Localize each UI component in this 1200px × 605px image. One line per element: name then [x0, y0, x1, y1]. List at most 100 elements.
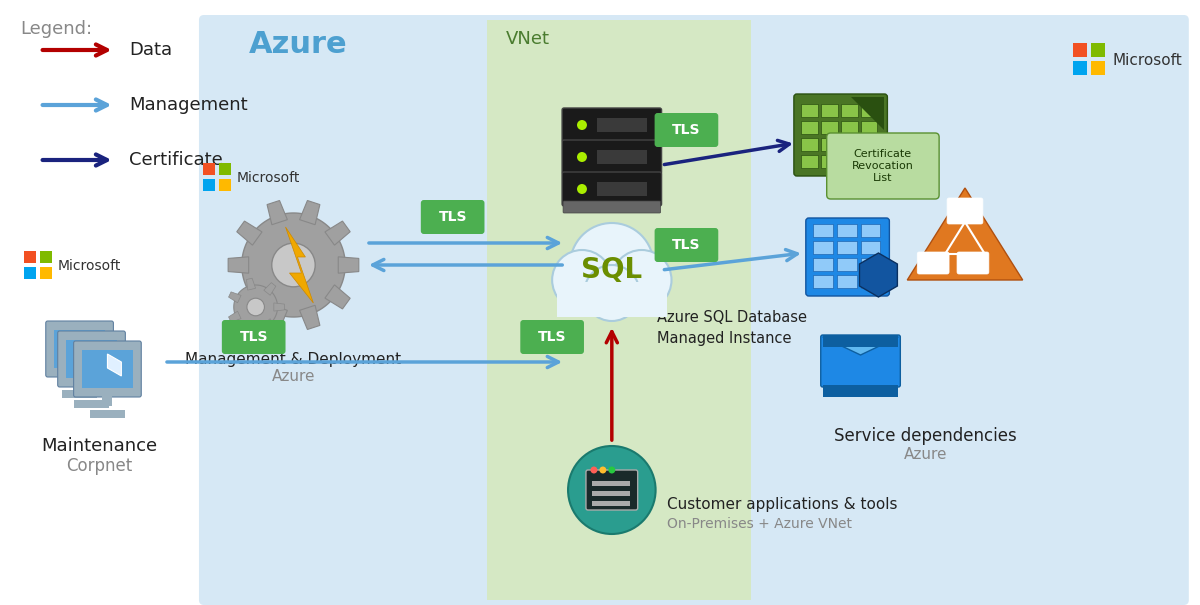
Text: TLS: TLS	[240, 330, 268, 344]
FancyBboxPatch shape	[222, 320, 286, 354]
Polygon shape	[274, 303, 284, 311]
Bar	[487, 20, 751, 600]
FancyBboxPatch shape	[521, 320, 584, 354]
Bar	[860, 104, 877, 117]
Bar	[40, 251, 52, 263]
Bar	[812, 275, 833, 288]
Bar	[836, 275, 857, 288]
Bar	[1091, 43, 1105, 57]
Bar	[800, 155, 817, 168]
Text: Management: Management	[130, 96, 248, 114]
Bar	[841, 104, 858, 117]
Bar	[596, 182, 647, 196]
Bar	[841, 155, 858, 168]
Circle shape	[552, 250, 612, 310]
Bar	[823, 335, 899, 347]
Polygon shape	[338, 257, 359, 273]
Circle shape	[608, 466, 616, 474]
Bar	[823, 385, 899, 397]
FancyBboxPatch shape	[562, 140, 661, 174]
Polygon shape	[108, 354, 121, 376]
Circle shape	[247, 298, 264, 316]
Circle shape	[568, 446, 655, 534]
Bar	[592, 481, 630, 486]
Bar	[218, 179, 230, 191]
Polygon shape	[79, 334, 94, 356]
Bar	[592, 491, 630, 496]
FancyBboxPatch shape	[199, 15, 1189, 605]
Bar	[592, 501, 630, 506]
Polygon shape	[228, 292, 241, 302]
Circle shape	[612, 250, 672, 310]
Polygon shape	[325, 285, 350, 309]
Circle shape	[599, 466, 606, 474]
Bar	[596, 150, 647, 164]
Bar	[812, 241, 833, 254]
Text: Service dependencies: Service dependencies	[834, 427, 1016, 445]
Bar	[1074, 43, 1087, 57]
FancyBboxPatch shape	[562, 108, 661, 142]
Text: TLS: TLS	[672, 238, 701, 252]
Text: Azure: Azure	[904, 447, 947, 462]
Bar	[821, 155, 838, 168]
Bar	[40, 267, 52, 279]
Bar	[61, 390, 97, 398]
Bar	[1091, 61, 1105, 75]
Bar	[24, 267, 36, 279]
FancyBboxPatch shape	[947, 198, 983, 224]
Text: Data: Data	[130, 41, 173, 59]
Polygon shape	[286, 227, 313, 303]
Bar	[90, 410, 125, 418]
FancyBboxPatch shape	[958, 252, 989, 274]
Bar	[1074, 61, 1087, 75]
FancyBboxPatch shape	[655, 113, 719, 147]
Polygon shape	[264, 283, 276, 295]
FancyBboxPatch shape	[73, 341, 142, 397]
Polygon shape	[907, 188, 1022, 280]
Bar	[54, 330, 106, 368]
Circle shape	[577, 120, 587, 130]
FancyBboxPatch shape	[794, 94, 887, 176]
FancyBboxPatch shape	[46, 321, 114, 377]
FancyBboxPatch shape	[58, 331, 125, 387]
Text: Microsoft: Microsoft	[236, 171, 300, 185]
Bar	[860, 224, 881, 237]
Bar	[860, 258, 881, 271]
Bar	[860, 121, 877, 134]
Bar	[800, 138, 817, 151]
Bar	[821, 121, 838, 134]
Bar	[73, 400, 109, 408]
Polygon shape	[268, 306, 287, 330]
Polygon shape	[859, 253, 898, 297]
Bar	[82, 350, 133, 388]
Text: SQL: SQL	[581, 256, 642, 284]
Polygon shape	[264, 319, 276, 332]
Bar	[24, 251, 36, 263]
Circle shape	[577, 152, 587, 162]
Text: Management & Deployment: Management & Deployment	[186, 352, 402, 367]
Polygon shape	[300, 200, 320, 224]
Text: Certificate: Certificate	[130, 151, 223, 169]
Polygon shape	[228, 257, 248, 273]
Bar	[86, 384, 96, 396]
Text: Certificate
Revocation
List: Certificate Revocation List	[852, 149, 913, 183]
FancyBboxPatch shape	[586, 470, 637, 510]
FancyBboxPatch shape	[806, 218, 889, 296]
Bar	[860, 241, 881, 254]
Bar	[557, 282, 666, 317]
Bar	[836, 224, 857, 237]
Bar	[218, 163, 230, 175]
Polygon shape	[851, 97, 884, 130]
Text: Maintenance: Maintenance	[42, 437, 157, 455]
Bar	[860, 155, 877, 168]
Text: TLS: TLS	[438, 210, 467, 224]
Polygon shape	[241, 213, 346, 317]
Text: TLS: TLS	[672, 123, 701, 137]
Text: On-Premises + Azure VNet: On-Premises + Azure VNet	[666, 517, 852, 531]
Bar	[74, 374, 84, 386]
FancyBboxPatch shape	[421, 200, 485, 234]
Bar	[203, 179, 215, 191]
Bar	[860, 138, 877, 151]
Bar	[812, 258, 833, 271]
Polygon shape	[246, 324, 256, 336]
